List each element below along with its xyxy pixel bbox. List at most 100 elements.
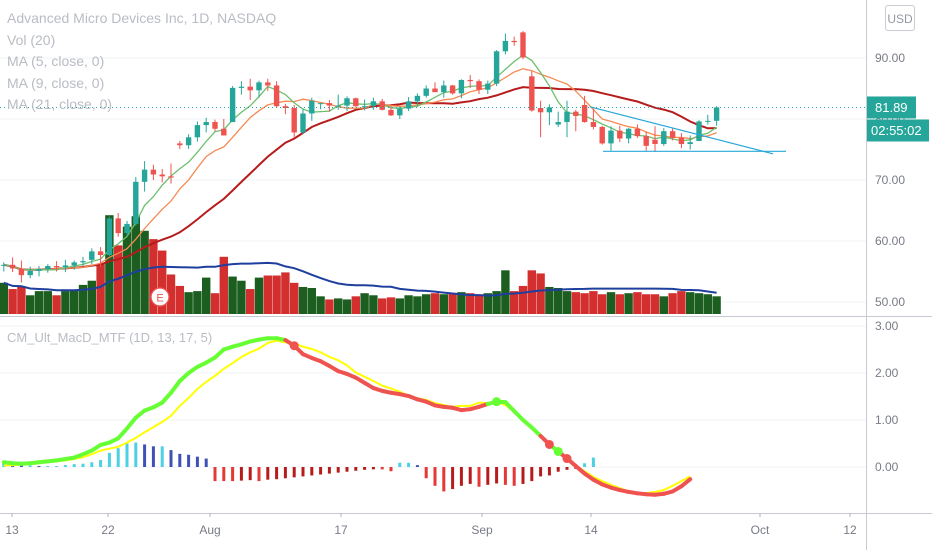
candle-body xyxy=(72,262,77,265)
macd-indicator-title[interactable]: CM_Ult_MacD_MTF (1D, 13, 17, 5) xyxy=(7,330,212,345)
candle-body xyxy=(142,170,147,182)
candle-body xyxy=(89,251,94,260)
macd-histogram-bar xyxy=(522,467,525,484)
price-axis-label: 70.00 xyxy=(875,173,905,187)
candle-body xyxy=(617,131,622,139)
volume-bar xyxy=(70,290,78,314)
candle-body xyxy=(644,136,649,146)
candle-body xyxy=(327,103,332,105)
candle-body xyxy=(573,112,578,116)
volume-bar xyxy=(352,296,360,314)
symbol-title[interactable]: Advanced Micro Devices Inc, 1D, NASDAQ xyxy=(7,8,276,30)
volume-bar xyxy=(176,286,184,314)
candle-body xyxy=(221,129,226,136)
candle-body xyxy=(591,122,596,127)
macd-histogram-bar xyxy=(328,467,331,474)
volume-bar xyxy=(184,292,192,314)
macd-histogram-bar xyxy=(434,467,437,486)
volume-bar xyxy=(343,299,351,314)
macd-cross-dot xyxy=(545,440,554,449)
macd-histogram-bar xyxy=(372,467,375,469)
volume-bar xyxy=(580,293,588,314)
candle-body xyxy=(494,51,499,83)
macd-histogram-bar xyxy=(178,454,181,467)
volume-bar xyxy=(598,294,606,314)
macd-histogram-bar xyxy=(99,460,102,467)
macd-histogram-bar xyxy=(161,446,164,467)
candle-body xyxy=(336,106,341,107)
macd-histogram-bar xyxy=(249,467,252,480)
volume-bar xyxy=(554,288,562,314)
volume-bar xyxy=(501,270,509,314)
macd-histogram-bar xyxy=(390,467,393,471)
macd-histogram-bar xyxy=(592,458,595,467)
volume-bar xyxy=(264,276,272,314)
candle-body xyxy=(661,131,666,144)
time-axis-label: 14 xyxy=(584,523,598,537)
volume-bar xyxy=(325,299,333,314)
currency-button[interactable]: USD xyxy=(885,5,915,31)
volume-bar xyxy=(704,294,712,314)
volume-bar xyxy=(211,293,219,314)
volume-bar xyxy=(140,231,148,314)
candle-body xyxy=(626,129,631,139)
candle-body xyxy=(468,80,473,81)
macd-histogram-bar xyxy=(240,467,243,481)
volume-bar xyxy=(202,278,210,314)
volume-bar xyxy=(387,297,395,314)
macd-histogram-bar xyxy=(381,467,384,469)
candle-body xyxy=(116,218,121,233)
macd-histogram-bar xyxy=(460,467,463,486)
volume-bar xyxy=(246,289,254,314)
macd-cross-dot xyxy=(554,447,563,456)
candle-body xyxy=(432,89,437,93)
candle-body xyxy=(476,81,481,90)
volume-bar xyxy=(17,287,25,314)
volume-bar xyxy=(123,227,131,314)
candle-body xyxy=(160,175,165,177)
last-price-value: 81.89 xyxy=(875,100,908,115)
macd-histogram-bar xyxy=(469,467,472,484)
candle-body xyxy=(177,143,182,145)
bar-countdown: 02:55:02 xyxy=(871,123,922,138)
indicator-vol[interactable]: Vol (20) xyxy=(7,30,276,52)
macd-histogram-bar xyxy=(126,444,129,468)
volume-bar xyxy=(589,291,597,314)
candle-body xyxy=(670,131,675,138)
volume-bar xyxy=(616,294,624,314)
volume-bar xyxy=(272,276,280,314)
candle-body xyxy=(36,269,41,271)
volume-bar xyxy=(396,298,404,314)
volume-bar xyxy=(96,264,104,314)
volume-bar xyxy=(44,291,52,314)
price-axis-label: 90.00 xyxy=(875,51,905,65)
candle-body xyxy=(186,137,191,145)
macd-axis-label: 0.00 xyxy=(875,460,899,474)
volume-bar xyxy=(88,281,96,314)
macd-histogram-bar xyxy=(416,465,419,467)
volume-bar xyxy=(316,296,324,314)
volume-bar xyxy=(668,293,676,314)
volume-bar xyxy=(369,295,377,314)
candle-body xyxy=(424,89,429,96)
volume-bar xyxy=(299,287,307,314)
macd-histogram-bar xyxy=(548,467,551,475)
candle-body xyxy=(318,103,323,104)
macd-histogram-bar xyxy=(302,467,305,476)
time-axis-label: 13 xyxy=(5,523,19,537)
candle-body xyxy=(459,80,464,93)
indicator-ma21[interactable]: MA (21, close, 0) xyxy=(7,94,276,116)
candle-body xyxy=(204,122,209,125)
macd-histogram-bar xyxy=(337,467,340,473)
macd-line-segment xyxy=(127,418,136,429)
candle-body xyxy=(54,266,59,267)
volume-bar xyxy=(404,295,412,314)
macd-histogram-bar xyxy=(134,443,137,467)
chart-legend: Advanced Micro Devices Inc, 1D, NASDAQ V… xyxy=(7,8,276,116)
price-axis-label: 60.00 xyxy=(875,234,905,248)
candle-body xyxy=(547,107,552,112)
indicator-ma9[interactable]: MA (9, close, 0) xyxy=(7,73,276,95)
indicator-ma5[interactable]: MA (5, close, 0) xyxy=(7,51,276,73)
macd-histogram-bar xyxy=(354,467,357,471)
macd-histogram-bar xyxy=(363,467,366,470)
